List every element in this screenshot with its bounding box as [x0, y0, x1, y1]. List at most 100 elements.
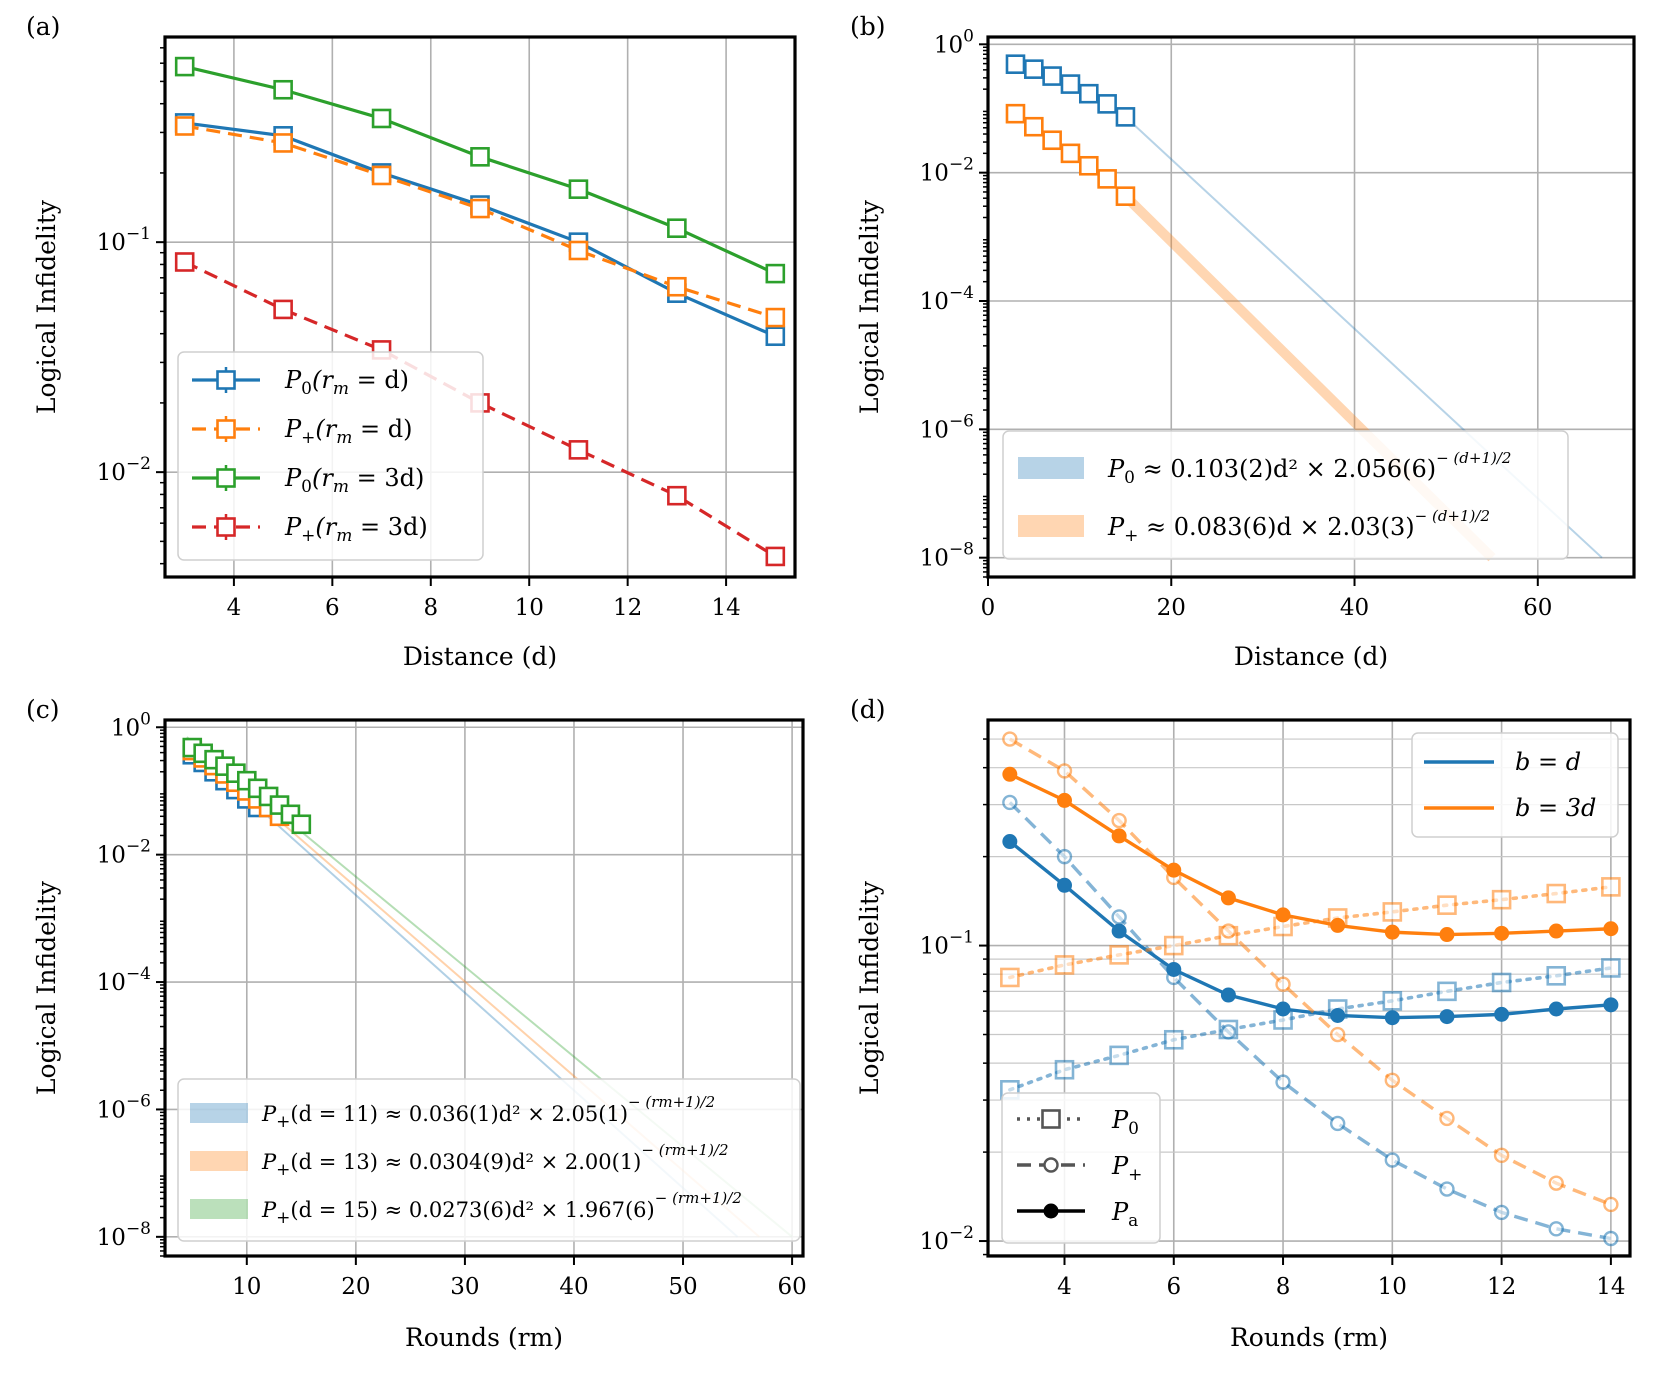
y-tick-exponent: −2 [126, 837, 151, 857]
data-point [174, 56, 195, 77]
data-point [1493, 1147, 1510, 1164]
series-line-4 [1008, 737, 1612, 1207]
panel-a-tag: (a) [26, 12, 60, 41]
y-tick-label: 10−4 [97, 964, 151, 996]
x-tick-label: 50 [668, 1274, 697, 1300]
panel-b-ylabel: Logical Infidelity [855, 199, 884, 414]
data-point [1601, 877, 1621, 897]
data-point [1439, 1110, 1455, 1127]
y-tick-exponent: −8 [126, 1219, 151, 1239]
data-point [1111, 812, 1127, 829]
x-tick-label: 20 [1157, 595, 1186, 621]
panel-a-ylabel: Logical Infidelity [32, 199, 61, 414]
data-point [1491, 972, 1512, 993]
y-tick-exponent: −4 [949, 283, 974, 303]
legend-swatch [190, 1151, 248, 1171]
y-tick-label: 10−4 [920, 283, 974, 315]
data-point [1042, 130, 1062, 151]
legend-label: P+(rm = d) [284, 415, 412, 448]
data-point [1439, 927, 1455, 943]
legend-label: b = 3d [1515, 794, 1596, 822]
data-point [1060, 143, 1081, 164]
data-point [1056, 763, 1073, 779]
y-tick-base: 10 [97, 460, 126, 486]
panel-c-ylabel: Logical Infidelity [32, 880, 61, 1095]
y-tick-exponent: 0 [963, 26, 974, 46]
panel-c-tag: (c) [26, 695, 60, 724]
data-point [1494, 1006, 1510, 1022]
data-point [291, 814, 312, 835]
data-point [1054, 1059, 1075, 1080]
panel-b-legend: P0 ≈ 0.103(2)d² × 2.056(6)− (d+1)/2 P+ ≈ … [1002, 430, 1569, 560]
panel-c-xlabel: Rounds (rm) [405, 1323, 563, 1352]
data-point [1115, 107, 1136, 127]
series-line-5 [1009, 772, 1611, 937]
data-point [371, 108, 392, 129]
x-tick-label: 4 [227, 595, 242, 621]
panel-d-plot [1000, 731, 1621, 1247]
panel-d-legend-style: P0 P+ Pa [1001, 1092, 1161, 1244]
legend-label: P+(d = 15) ≈ 0.0273(6)d² × 1.967(6)− (rm… [261, 1189, 742, 1228]
data-point [1382, 991, 1403, 1011]
data-point [1275, 907, 1291, 923]
data-point [1056, 848, 1073, 865]
data-point [1163, 935, 1184, 956]
y-tick-label: 100 [111, 709, 151, 741]
x-tick-label: 6 [325, 595, 340, 621]
y-tick-label: 10−6 [920, 411, 974, 443]
x-tick-label: 10 [232, 1274, 261, 1300]
data-point [1111, 828, 1127, 844]
data-point [1078, 83, 1099, 104]
legend-marker [216, 419, 236, 439]
y-tick-exponent: −2 [949, 1223, 974, 1243]
data-point [273, 133, 293, 153]
x-tick-label: 60 [1523, 595, 1552, 621]
data-point [1603, 997, 1619, 1013]
legend-marker [216, 517, 236, 537]
legend-frame [177, 1078, 801, 1242]
y-tick-label: 100 [934, 26, 974, 58]
legend-label: P0 ≈ 0.103(2)d² × 2.056(6)− (d+1)/2 [1107, 449, 1511, 488]
legend-swatch [190, 1103, 248, 1123]
panel-a-grid [165, 37, 795, 577]
legend-label: P+ ≈ 0.083(6)d × 2.03(3)− (d+1)/2 [1107, 507, 1490, 546]
data-point [1546, 883, 1567, 904]
y-tick-base: 10 [97, 230, 126, 256]
legend-label: P+ [1111, 1152, 1142, 1185]
legend-swatch [1018, 457, 1084, 479]
data-point [1384, 924, 1400, 940]
panel-a-xlabel: Distance (d) [403, 642, 557, 671]
data-point [765, 307, 786, 328]
panel-d-tag: (d) [850, 695, 886, 724]
legend-marker [216, 468, 236, 488]
y-tick-exponent: −2 [949, 155, 974, 175]
x-tick-label: 10 [515, 595, 544, 621]
data-point [1024, 116, 1044, 137]
x-tick-label: 8 [423, 595, 438, 621]
x-tick-label: 60 [777, 1274, 806, 1300]
data-point [765, 263, 786, 284]
legend-marker [216, 370, 236, 390]
y-tick-exponent: −6 [949, 411, 974, 431]
panel-a-legend: P0(rm = d) P+(rm = d) P0(rm = 3d) P+(rm = 3… [177, 351, 484, 561]
panel-a-plot [174, 56, 786, 567]
data-point [1109, 945, 1129, 965]
data-point [765, 546, 786, 567]
data-point [1002, 731, 1018, 747]
legend-marker [1043, 1203, 1059, 1219]
x-tick-label: 14 [711, 595, 740, 621]
y-tick-exponent: −6 [126, 1091, 151, 1111]
data-point [1384, 1072, 1401, 1088]
data-point [174, 252, 195, 272]
data-point [1437, 981, 1457, 1002]
y-tick-exponent: −1 [949, 928, 974, 948]
legend-label: b = d [1515, 748, 1581, 776]
x-tick-label: 0 [981, 595, 996, 621]
data-point [1275, 1001, 1291, 1017]
